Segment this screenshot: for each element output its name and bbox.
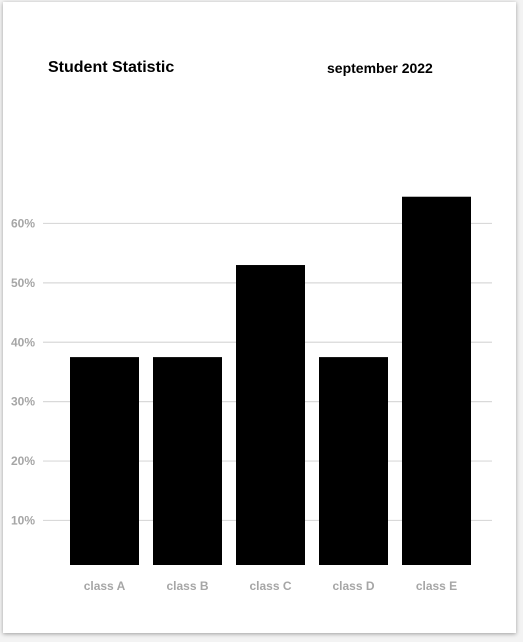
bar-chart: 10% 20% 30% 40% 50% 60% class A class B class C…: [11, 196, 492, 593]
x-category-label: class A: [84, 579, 126, 593]
y-tick-label: 60%: [11, 216, 35, 230]
x-category-label: class E: [416, 579, 457, 593]
y-tick-label: 20%: [11, 454, 35, 468]
y-tick-label: 10%: [11, 513, 35, 527]
x-category-label: class D: [332, 579, 374, 593]
x-category-label: class C: [249, 579, 291, 593]
bar-class-a: [70, 357, 139, 565]
x-axis-labels: class A class B class C class D class E: [84, 579, 457, 593]
bars: [70, 196, 471, 565]
chart-card: Student Statistic september 2022 10% 20% 3…: [3, 2, 516, 633]
y-axis-ticks: 10% 20% 30% 40% 50% 60%: [11, 216, 35, 527]
y-tick-label: 30%: [11, 395, 35, 409]
x-category-label: class B: [166, 579, 208, 593]
chart-title: Student Statistic: [48, 59, 175, 76]
y-tick-label: 50%: [11, 276, 35, 290]
bar-class-e: [402, 196, 471, 565]
bar-class-b: [153, 357, 222, 565]
chart-date: september 2022: [327, 60, 433, 76]
y-tick-label: 40%: [11, 335, 35, 349]
bar-class-c: [236, 265, 305, 565]
bar-class-d: [319, 357, 388, 565]
